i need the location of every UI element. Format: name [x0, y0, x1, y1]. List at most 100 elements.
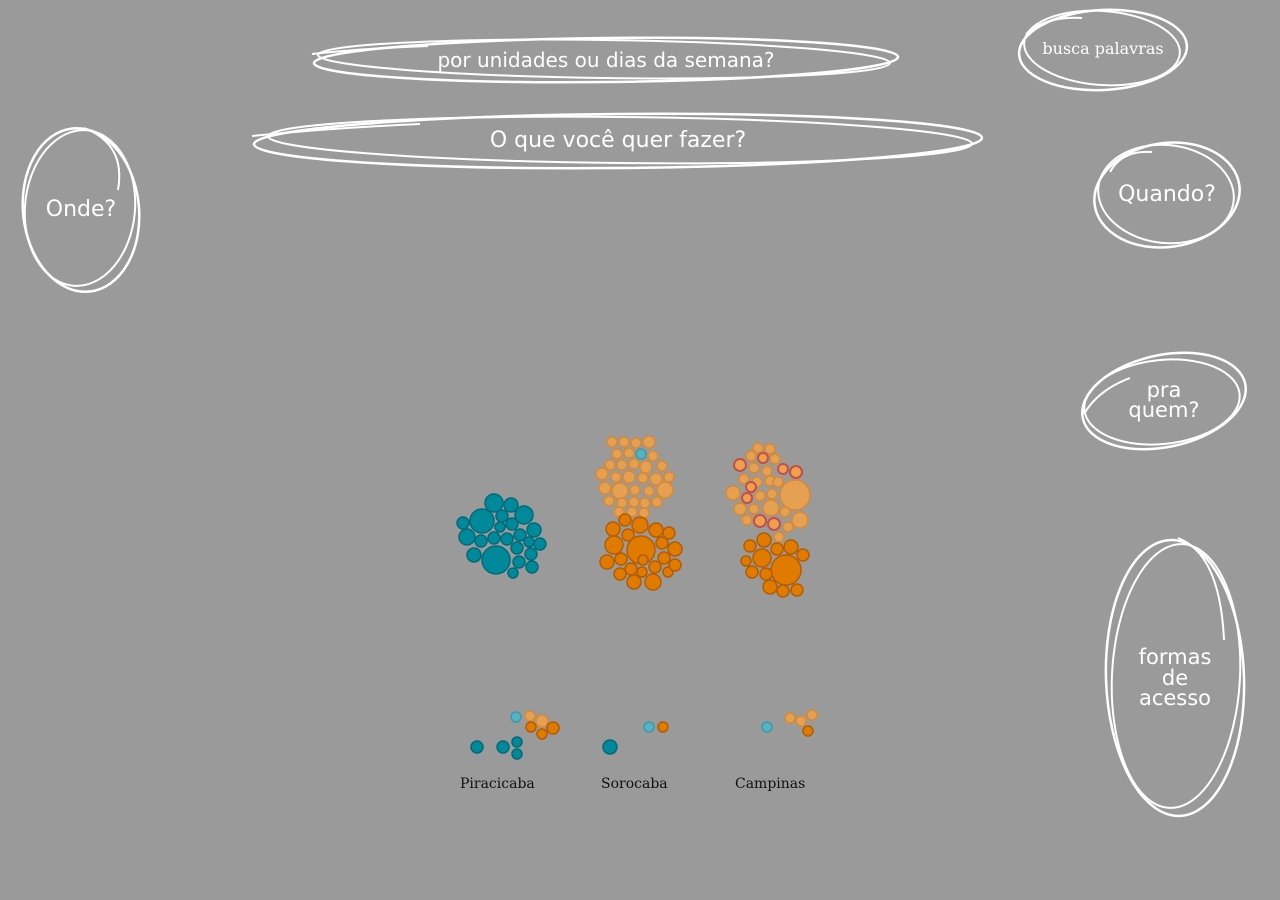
bubble[interactable] — [510, 541, 524, 555]
bubble[interactable] — [610, 471, 622, 483]
bubble[interactable] — [637, 472, 649, 484]
bubble[interactable] — [648, 522, 664, 538]
bubble[interactable] — [802, 725, 814, 737]
bubble[interactable] — [635, 448, 647, 460]
bubble[interactable] — [524, 710, 536, 722]
bubble[interactable] — [740, 555, 752, 567]
bubble[interactable] — [623, 447, 635, 459]
group-by-units-days-button[interactable]: por unidades ou dias da semana? — [308, 32, 904, 88]
bubble[interactable] — [604, 535, 624, 555]
bubble[interactable] — [767, 517, 781, 531]
bubble[interactable] — [776, 584, 790, 598]
bubble[interactable] — [496, 740, 510, 754]
bubble[interactable] — [535, 714, 549, 728]
bubble[interactable] — [643, 721, 655, 733]
bubble[interactable] — [505, 517, 519, 531]
bubble[interactable] — [605, 521, 621, 537]
bubble[interactable] — [663, 471, 675, 483]
bubble[interactable] — [525, 721, 537, 733]
bubble[interactable] — [745, 450, 757, 462]
bubble[interactable] — [507, 567, 519, 579]
bubble[interactable] — [782, 521, 794, 533]
bubble[interactable] — [639, 497, 651, 509]
bubble[interactable] — [628, 458, 640, 470]
bubble[interactable] — [487, 531, 501, 545]
bubble[interactable] — [526, 522, 542, 538]
bubble[interactable] — [743, 539, 757, 553]
bubble[interactable] — [733, 502, 747, 516]
bubble[interactable] — [618, 513, 632, 527]
bubble[interactable] — [595, 467, 609, 481]
bubble[interactable] — [511, 748, 523, 760]
bubble[interactable] — [748, 503, 760, 515]
bubble[interactable] — [764, 443, 776, 455]
bubble[interactable] — [779, 506, 791, 518]
bubble[interactable] — [629, 484, 641, 496]
bubble[interactable] — [514, 505, 534, 525]
bubble[interactable] — [613, 567, 627, 581]
bubble[interactable] — [523, 536, 535, 548]
bubble[interactable] — [770, 542, 784, 556]
bubble[interactable] — [602, 739, 618, 755]
bubble[interactable] — [618, 436, 630, 448]
bubble[interactable] — [458, 528, 476, 546]
bubble[interactable] — [495, 509, 509, 523]
bubble[interactable] — [649, 472, 663, 486]
bubble[interactable] — [631, 516, 649, 534]
bubble[interactable] — [611, 482, 629, 500]
bubble[interactable] — [791, 511, 809, 529]
bubble[interactable] — [769, 453, 781, 465]
bubble[interactable] — [733, 458, 747, 472]
bubble[interactable] — [599, 554, 615, 570]
bubble[interactable] — [725, 485, 741, 501]
access-forms-button[interactable]: formas de acesso — [1102, 534, 1248, 822]
bubble[interactable] — [806, 709, 818, 721]
bubble[interactable] — [643, 485, 655, 497]
bubble[interactable] — [759, 567, 773, 581]
bubble[interactable] — [636, 566, 648, 578]
bubble[interactable] — [513, 528, 527, 542]
bubble[interactable] — [606, 436, 618, 448]
bubble[interactable] — [525, 560, 539, 574]
bubble[interactable] — [626, 574, 642, 590]
bubble[interactable] — [753, 514, 767, 528]
bubble[interactable] — [651, 496, 663, 508]
bubble[interactable] — [777, 463, 789, 475]
bubble[interactable] — [481, 545, 511, 575]
bubble[interactable] — [756, 532, 772, 548]
bubble[interactable] — [657, 721, 669, 733]
bubble[interactable] — [494, 521, 506, 533]
bubble[interactable] — [783, 539, 799, 555]
bubble[interactable] — [503, 497, 519, 513]
bubble[interactable] — [757, 452, 769, 464]
bubble[interactable] — [644, 573, 662, 591]
bubble[interactable] — [748, 462, 760, 474]
bubble[interactable] — [772, 476, 784, 488]
bubble[interactable] — [598, 481, 612, 495]
bubble[interactable] — [642, 435, 656, 449]
bubble[interactable] — [761, 465, 773, 477]
for-whom-button[interactable]: pra quem? — [1078, 350, 1250, 452]
bubble[interactable] — [500, 532, 514, 546]
when-button[interactable]: Quando? — [1090, 138, 1244, 252]
bubble[interactable] — [621, 528, 635, 542]
bubble[interactable] — [766, 488, 778, 500]
bubble[interactable] — [662, 526, 676, 540]
bubble[interactable] — [795, 715, 807, 727]
bubble[interactable] — [466, 547, 482, 563]
bubble[interactable] — [536, 728, 548, 740]
bubble[interactable] — [738, 473, 750, 485]
bubble[interactable] — [773, 531, 785, 543]
bubble[interactable] — [754, 490, 766, 502]
bubble[interactable] — [657, 551, 671, 565]
bubble[interactable] — [741, 514, 753, 526]
bubble[interactable] — [779, 479, 811, 511]
bubble[interactable] — [630, 437, 642, 449]
bubble[interactable] — [626, 506, 638, 518]
bubble[interactable] — [752, 548, 772, 568]
bubble[interactable] — [474, 534, 488, 548]
bubble[interactable] — [624, 562, 638, 576]
bubble[interactable] — [667, 541, 683, 557]
bubble[interactable] — [456, 516, 470, 530]
bubble[interactable] — [603, 495, 615, 507]
